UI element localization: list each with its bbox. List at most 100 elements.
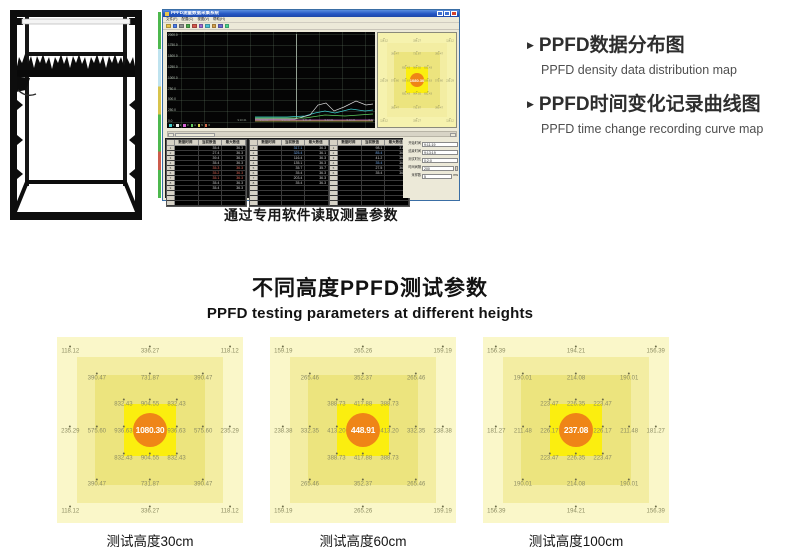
table-cell-time — [258, 171, 282, 175]
heatmap-point-value: 904.55 — [413, 65, 421, 69]
toolbar-icon[interactable] — [205, 23, 210, 29]
table-row: 7 203.4 36.3 — [250, 176, 330, 181]
spinner-control[interactable] — [455, 165, 458, 171]
row-number-cell — [250, 191, 258, 195]
y-tick-label: 500.0 — [168, 97, 176, 101]
column-header: 当前数值 — [199, 140, 223, 145]
heatmap-point-value: 265.26 — [354, 346, 372, 355]
table-cell-time — [175, 191, 199, 195]
table-cell-current: 27.5 — [362, 166, 386, 170]
table-cell-max: 36.3 — [222, 171, 247, 175]
legend-swatch-icon — [183, 124, 186, 127]
toolbar-icon[interactable] — [198, 23, 203, 29]
chart-cursor-line[interactable] — [295, 34, 297, 118]
horizontal-scrollbar[interactable] — [167, 131, 457, 137]
toolbar-icon[interactable] — [166, 23, 171, 29]
form-input[interactable]: 9:11:19 — [422, 141, 458, 147]
column-header: 当前数值 — [282, 140, 306, 145]
table-cell-time — [338, 201, 362, 205]
row-number-cell — [250, 196, 258, 200]
toolbar-icon[interactable] — [185, 23, 190, 29]
table-cell-current: 35.3 — [199, 166, 223, 170]
toolbar-icon[interactable] — [224, 23, 229, 29]
chart-plot[interactable]: 2000.0 1750.0 1500.0 1250.0 1000.0 750.0 500.0… — [167, 32, 375, 128]
table-cell-time — [338, 166, 362, 170]
table-cell-max: 36.3 — [222, 161, 247, 165]
menu-item[interactable]: 视图(V) — [197, 16, 210, 21]
scroll-right-icon[interactable] — [450, 132, 456, 137]
heatmap-point-value: 936.63 — [401, 78, 410, 82]
heatmap-point-value: 118.12 — [221, 346, 239, 355]
feature-1-title: PPFD数据分布图 — [538, 35, 685, 56]
toolbar-icon[interactable] — [218, 23, 223, 29]
table-cell-current — [282, 186, 306, 190]
toolbar-icon[interactable] — [172, 23, 177, 29]
table-cell-time — [258, 151, 282, 155]
heatmap-caption-60cm: 测试高度60cm — [319, 534, 407, 549]
form-unit-label: ms — [453, 173, 458, 178]
maximize-button[interactable] — [444, 11, 450, 16]
row-number-cell: 1 — [167, 146, 175, 150]
heatmap-point-value: 235.29 — [61, 426, 79, 435]
window-titlebar[interactable]: PPFD测量数据采集系统 — [163, 10, 459, 17]
form-input[interactable]: 200 — [422, 165, 454, 171]
heatmap-point-value: 223.47 — [593, 452, 611, 461]
heatmap-caption-100cm: 测试高度100cm — [528, 534, 624, 549]
column-header: 最大数值 — [305, 140, 330, 145]
table-cell-current — [362, 196, 386, 200]
legend-swatch-icon — [190, 124, 194, 127]
form-input[interactable]: 0:2:0 — [422, 157, 458, 163]
table-row: 8 35.4 36.3 — [167, 181, 247, 186]
x-tick-label: 9:12:41 — [368, 118, 375, 122]
toolbar-icon[interactable] — [192, 23, 197, 29]
menu-item[interactable]: 文件(F) — [166, 16, 178, 21]
heatmap-point-value: 265.46 — [301, 372, 319, 381]
column-header: 数据时间 — [258, 140, 282, 145]
scrollbar-thumb[interactable] — [175, 132, 215, 137]
heatmap-point-value: 575.60 — [390, 78, 399, 82]
bullet-triangle-icon: ▶ — [527, 40, 534, 50]
scroll-left-icon[interactable] — [168, 132, 174, 137]
legend-swatch-icon — [204, 124, 208, 127]
bullet-triangle-icon: ▶ — [527, 98, 534, 109]
minimize-button[interactable] — [437, 11, 443, 16]
column-header: 数据时间 — [175, 140, 199, 145]
table-cell-current — [282, 191, 306, 195]
table-row — [250, 191, 330, 196]
toolbar-icon[interactable] — [179, 23, 184, 29]
heatmap-point-value: 388.73 — [327, 452, 345, 461]
form-input[interactable]: 5 — [422, 173, 453, 179]
table-header-row: 数据时间 当前数值 最大数值 — [167, 140, 247, 146]
heatmap-point-value: 226.17 — [593, 426, 611, 435]
menu-item[interactable]: 配置(C) — [181, 16, 194, 21]
heatmap-point-value: 388.73 — [327, 399, 345, 408]
row-number-cell — [330, 176, 338, 180]
heatmap-center-value: 1080.30 — [409, 77, 425, 83]
feature-2-subtitle: PPFD time change recording curve map — [541, 121, 764, 136]
settings-panel: 开始时间 9:11:19 结束时间 9:13:19 测试时长 0:2:0 时间间隔 200 采样… — [403, 138, 459, 198]
table-cell-current — [199, 196, 223, 200]
heatmap-point-value: 226.35 — [567, 452, 585, 461]
toolbar-icon[interactable] — [211, 23, 216, 29]
column-header: 当前数值 — [362, 140, 386, 145]
spinner-down-icon[interactable] — [456, 168, 457, 170]
table-row — [250, 201, 330, 206]
form-label: 采样数 — [411, 173, 421, 178]
heatmap-point-value: 235.29 — [221, 426, 239, 435]
heatmap-point-value: 265.46 — [301, 479, 319, 488]
table-cell-time — [175, 181, 199, 185]
heatmap-point-value: 390.47 — [194, 372, 212, 381]
close-button[interactable] — [451, 11, 457, 16]
table-cell-time — [258, 186, 282, 190]
table-cell-current — [362, 181, 386, 185]
heatmap-point-value: 388.73 — [380, 452, 398, 461]
table-cell-max: 36.3 — [305, 171, 330, 175]
table-cell-max — [222, 196, 247, 200]
legend-channel: 4 — [190, 124, 196, 127]
form-input[interactable]: 9:13:19 — [422, 149, 458, 155]
heatmap-point-value: 181.27 — [487, 426, 505, 435]
menu-item[interactable]: 帮助(H) — [213, 16, 225, 21]
table-cell-current: 41.2 — [362, 156, 386, 160]
legend-swatch-icon — [169, 124, 172, 127]
